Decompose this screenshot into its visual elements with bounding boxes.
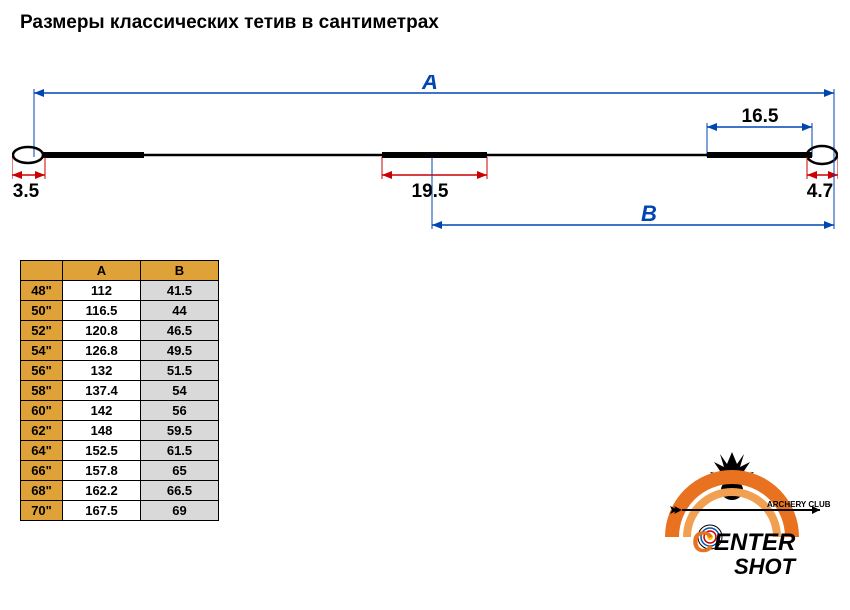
table-row: 48"11241.5 bbox=[21, 281, 219, 301]
row-header: 64" bbox=[21, 441, 63, 461]
cell-b: 44 bbox=[141, 301, 219, 321]
cell-b: 65 bbox=[141, 461, 219, 481]
svg-text:ENTER: ENTER bbox=[714, 529, 796, 556]
table-row: 64"152.561.5 bbox=[21, 441, 219, 461]
table-row: 56"13251.5 bbox=[21, 361, 219, 381]
cell-a: 167.5 bbox=[63, 501, 141, 521]
row-header: 68" bbox=[21, 481, 63, 501]
table-row: 54"126.849.5 bbox=[21, 341, 219, 361]
cell-a: 112 bbox=[63, 281, 141, 301]
table-row: 58"137.454 bbox=[21, 381, 219, 401]
cell-b: 61.5 bbox=[141, 441, 219, 461]
table-row: 60"14256 bbox=[21, 401, 219, 421]
cell-b: 69 bbox=[141, 501, 219, 521]
svg-text:ARCHERY CLUB: ARCHERY CLUB bbox=[767, 500, 831, 509]
table-row: 62"14859.5 bbox=[21, 421, 219, 441]
cell-a: 116.5 bbox=[63, 301, 141, 321]
cell-b: 49.5 bbox=[141, 341, 219, 361]
row-header: 58" bbox=[21, 381, 63, 401]
table-row: 52"120.846.5 bbox=[21, 321, 219, 341]
cell-a: 142 bbox=[63, 401, 141, 421]
table-col-B: B bbox=[141, 261, 219, 281]
cell-b: 59.5 bbox=[141, 421, 219, 441]
sizes-table: AB 48"11241.550"116.54452"120.846.554"12… bbox=[20, 260, 219, 521]
table-row: 66"157.865 bbox=[21, 461, 219, 481]
cell-b: 41.5 bbox=[141, 281, 219, 301]
row-header: 48" bbox=[21, 281, 63, 301]
label-b: B bbox=[641, 201, 657, 226]
cell-b: 56 bbox=[141, 401, 219, 421]
cell-a: 157.8 bbox=[63, 461, 141, 481]
cell-a: 152.5 bbox=[63, 441, 141, 461]
row-header: 52" bbox=[21, 321, 63, 341]
cell-a: 132 bbox=[63, 361, 141, 381]
table-col-A: A bbox=[63, 261, 141, 281]
cell-a: 148 bbox=[63, 421, 141, 441]
dim-center-serving: 19.5 bbox=[412, 181, 449, 202]
cell-a: 137.4 bbox=[63, 381, 141, 401]
cell-b: 66.5 bbox=[141, 481, 219, 501]
dim-right-serving: 16.5 bbox=[742, 106, 779, 127]
row-header: 50" bbox=[21, 301, 63, 321]
label-a: A bbox=[421, 75, 438, 94]
table-row: 70"167.569 bbox=[21, 501, 219, 521]
svg-text:C: C bbox=[692, 526, 714, 559]
row-header: 60" bbox=[21, 401, 63, 421]
centershot-logo: ARCHERY CLUB C ENTER SHOT bbox=[632, 442, 832, 592]
cell-a: 120.8 bbox=[63, 321, 141, 341]
dim-right-loop: 4.7 bbox=[807, 181, 833, 202]
row-header: 54" bbox=[21, 341, 63, 361]
cell-b: 46.5 bbox=[141, 321, 219, 341]
row-header: 70" bbox=[21, 501, 63, 521]
page-title: Размеры классических тетив в сантиметрах bbox=[20, 12, 439, 34]
table-row: 50"116.544 bbox=[21, 301, 219, 321]
table-row: 68"162.266.5 bbox=[21, 481, 219, 501]
cell-b: 51.5 bbox=[141, 361, 219, 381]
cell-a: 126.8 bbox=[63, 341, 141, 361]
string-diagram: A 16.5 3.5 bbox=[12, 75, 838, 235]
row-header: 66" bbox=[21, 461, 63, 481]
cell-b: 54 bbox=[141, 381, 219, 401]
dim-left-loop: 3.5 bbox=[13, 181, 40, 202]
row-header: 56" bbox=[21, 361, 63, 381]
table-col-size bbox=[21, 261, 63, 281]
cell-a: 162.2 bbox=[63, 481, 141, 501]
row-header: 62" bbox=[21, 421, 63, 441]
svg-text:SHOT: SHOT bbox=[734, 554, 797, 579]
